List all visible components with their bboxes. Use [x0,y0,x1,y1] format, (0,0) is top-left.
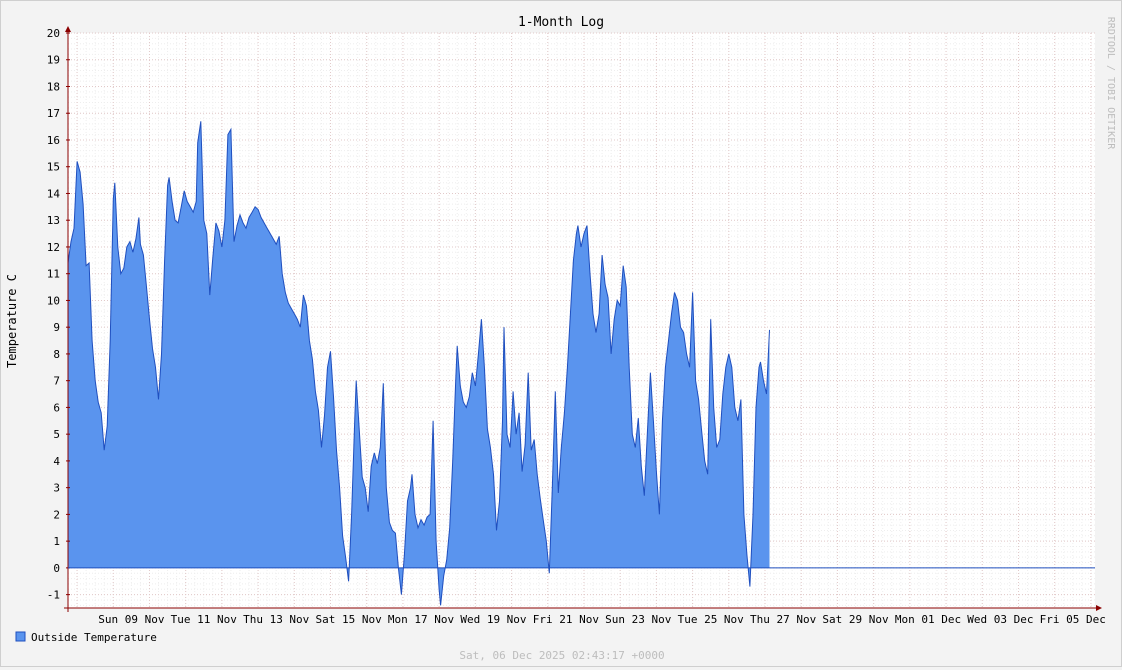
y-tick-label: 8 [53,348,60,361]
x-tick-label: Sun 23 Nov [605,613,672,626]
y-tick-label: 19 [47,54,60,67]
x-tick-label: Sun 09 Nov [98,613,165,626]
x-axis-arrow [1096,605,1102,611]
temperature-area [68,121,770,606]
timestamp: Sat, 06 Dec 2025 02:43:17 +0000 [459,649,664,662]
y-tick-label: 15 [47,161,60,174]
x-tick-label: Thu 13 Nov [243,613,310,626]
temperature-line [67,121,770,606]
legend-swatch [15,631,26,642]
y-tick-label: 18 [47,80,60,93]
y-axis-label: Temperature C [5,274,19,368]
y-axis-arrow [65,26,71,32]
y-tick-label: 0 [53,562,60,575]
x-tick-label: Mon 17 Nov [388,613,455,626]
x-tick-label: Wed 03 Dec [967,613,1033,626]
x-tick-label: Sat 29 Nov [822,613,889,626]
y-tick-label: 1 [53,535,60,548]
y-tick-label: -1 [47,589,60,602]
chart-title: 1-Month Log [518,15,604,30]
y-tick-label: 14 [47,187,61,200]
y-tick-label: 17 [47,107,60,120]
y-tick-label: 3 [53,482,60,495]
y-tick-label: 20 [47,27,60,40]
x-tick-labels: Sun 09 Nov Tue 11 Nov Thu 13 Nov Sat 15 Nov… [98,613,1106,626]
x-tick-label: Fri 05 Dec [1040,613,1106,626]
x-tick-label: Fri 21 Nov [533,613,600,626]
x-tick-label: Tue 25 Nov [678,613,745,626]
y-tick-label: 13 [47,214,60,227]
y-tick-label: 6 [53,401,60,414]
legend-label: Outside Temperature [31,631,157,644]
y-tick-label: 16 [47,134,60,147]
y-tick-label: 11 [47,268,60,281]
y-tick-label: 7 [53,375,60,388]
x-tick-label: Mon 01 Dec [895,613,961,626]
rrdtool-watermark: RRDTOOL / TOBI OETIKER [1105,17,1116,150]
y-tick-label: 4 [53,455,60,468]
x-tick-label: Wed 19 Nov [460,613,527,626]
y-tick-label: 12 [47,241,60,254]
y-tick-label: 10 [47,294,60,307]
x-tick-label: Sat 15 Nov [316,613,383,626]
x-tick-label: Thu 27 Nov [750,613,817,626]
x-tick-label: Tue 11 Nov [171,613,238,626]
axes [64,26,1102,612]
y-tick-label: 5 [53,428,60,441]
y-tick-label: 2 [53,508,60,521]
y-tick-label: 9 [53,321,60,334]
